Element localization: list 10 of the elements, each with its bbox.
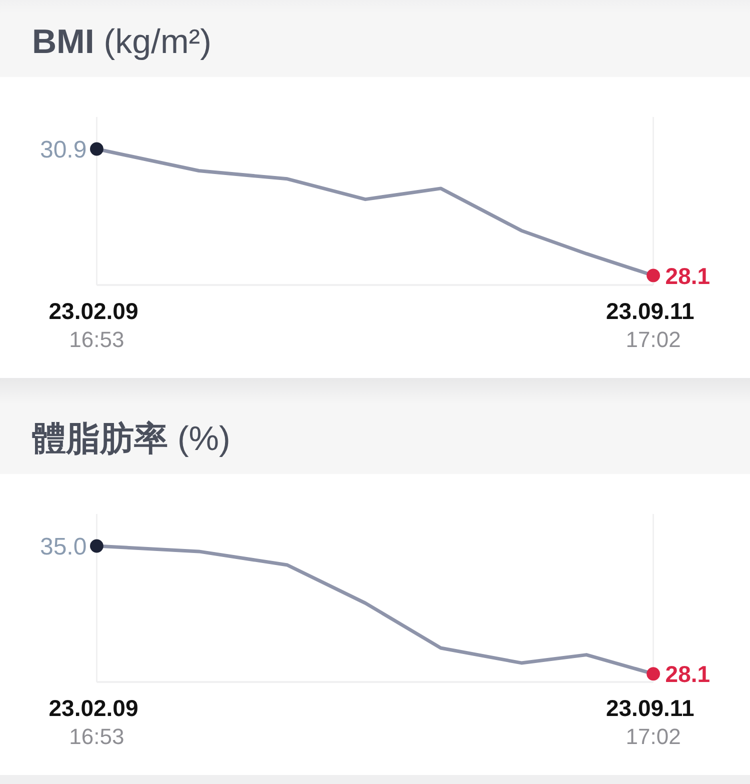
annotation: 28.1 [665,262,710,289]
annotation: 35.0 [40,534,87,561]
annotation: 30.9 [40,136,87,164]
annotation: 28.1 [665,661,710,688]
chart-title: BMI (kg/m²) [32,23,212,61]
x-tick-label: 23.09.11 17:02 [606,298,701,352]
x-tick-label: 23.02.09 16:53 [48,298,145,352]
chart-title: 體脂肪率 (%) [32,420,230,458]
x-tick-label: 23.02.09 16:53 [48,695,145,749]
x-tick-label: 23.09.11 17:02 [606,695,701,749]
